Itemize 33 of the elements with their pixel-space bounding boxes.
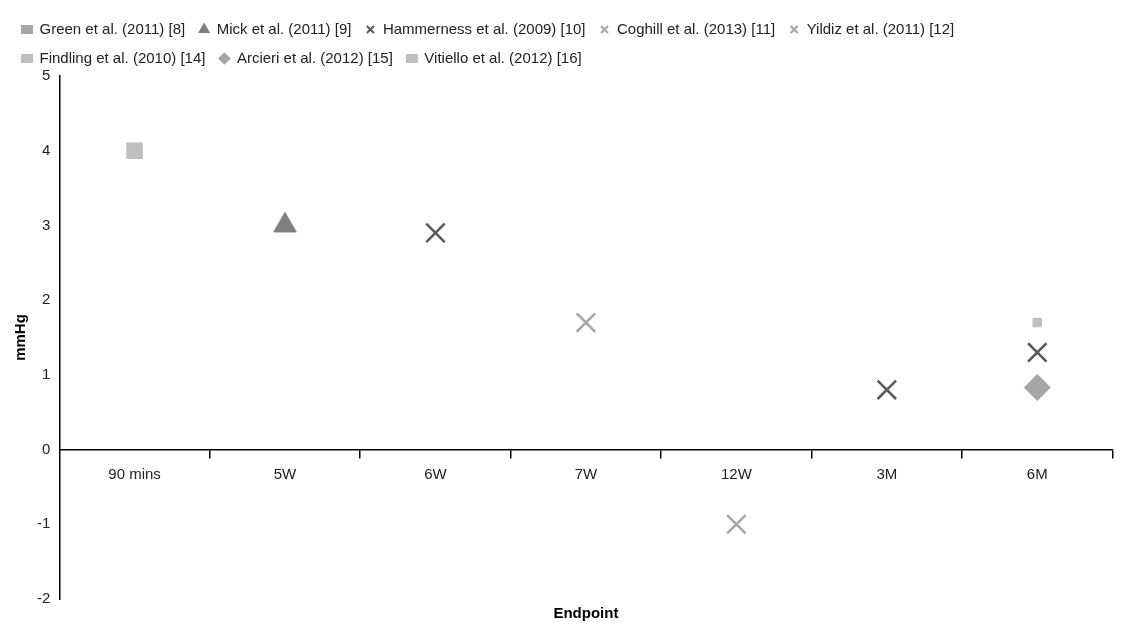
y-tick-label: -1 [36, 514, 51, 532]
x-tick-label: 7W [574, 464, 599, 482]
y-tick-label: 0 [41, 439, 51, 457]
y-tick-label: 5 [41, 66, 51, 84]
x-tick-label: 5W [273, 464, 298, 482]
legend-label: Mick et al. (2011) [9] [216, 19, 352, 37]
legend-label: Hammerness et al. (2009) [10] [382, 19, 586, 37]
point [725, 513, 747, 535]
point [876, 379, 898, 401]
legend-label: Findling et al. (2010) [14] [39, 48, 206, 66]
x-tick-label: 3M [876, 464, 898, 482]
point [1026, 342, 1048, 363]
x-tick-label: 90 mins [108, 464, 161, 482]
x-tick-label: 6W [424, 464, 448, 482]
point [425, 222, 446, 244]
legend-label: Arcieri et al. (2012) [15] [236, 48, 393, 66]
point [575, 312, 597, 333]
legend-label: Yildiz et al. (2011) [12] [806, 19, 955, 37]
x-tick-label: 12W [720, 464, 753, 482]
y-tick-label: 2 [41, 290, 51, 308]
legend-label: Coghill et al. (2013) [11] [617, 19, 776, 37]
y-tick-label: 3 [41, 215, 51, 233]
y-axis-title: mmHg [11, 314, 29, 361]
y-tick-label: 1 [41, 365, 51, 382]
point [1032, 317, 1043, 328]
point [126, 142, 143, 159]
y-tick-label: -2 [36, 589, 51, 607]
point [1023, 374, 1051, 402]
y-tick-label: 4 [41, 140, 51, 158]
x-axis-title: Endpoint [553, 603, 619, 621]
legend-label: Green et al. (2011) [8] [39, 19, 186, 37]
legend-label: Vitiello et al. (2012) [16] [424, 48, 582, 66]
x-tick-label: 6M [1026, 464, 1048, 482]
